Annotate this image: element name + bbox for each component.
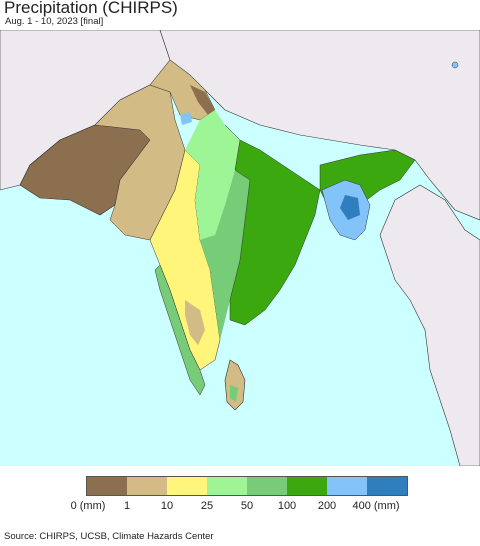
- legend-swatch: [87, 477, 127, 495]
- legend-swatch: [167, 477, 207, 495]
- mid-green-region: [200, 170, 250, 340]
- legend-label-25: 25: [200, 500, 214, 512]
- legend-swatch: [247, 477, 287, 495]
- legend-label-400: 400 (mm): [352, 500, 400, 512]
- dark-green-region: [224, 124, 321, 326]
- legend-label-1: 1: [123, 500, 131, 512]
- legend-swatch: [367, 477, 407, 495]
- kashmir-dark: [190, 85, 215, 115]
- source-credit: Source: CHIRPS, UCSB, Climate Hazards Ce…: [4, 531, 214, 542]
- legend-label-50: 50: [240, 500, 254, 512]
- dark-blue-spot: [340, 195, 360, 220]
- peninsula-south: [154, 264, 206, 396]
- legend-label-0: 0 (mm): [70, 500, 106, 512]
- light-green-region: [185, 110, 240, 270]
- sri-lanka-green: [230, 385, 238, 402]
- legend-swatch: [207, 477, 247, 495]
- map-title: Precipitation (CHIRPS): [4, 0, 178, 17]
- legend-colorbar: [86, 476, 408, 496]
- blue-spot-north: [180, 112, 192, 125]
- legend-swatch: [287, 477, 327, 495]
- legend-label-10: 10: [160, 500, 174, 512]
- legend-swatch: [327, 477, 367, 495]
- peninsula-tan: [185, 300, 205, 345]
- legend-label-200: 200: [317, 500, 337, 512]
- precipitation-map: [0, 29, 480, 467]
- legend-swatch: [127, 477, 167, 495]
- legend-label-100: 100: [277, 500, 297, 512]
- map-subtitle: Aug. 1 - 10, 2023 [final]: [5, 16, 104, 27]
